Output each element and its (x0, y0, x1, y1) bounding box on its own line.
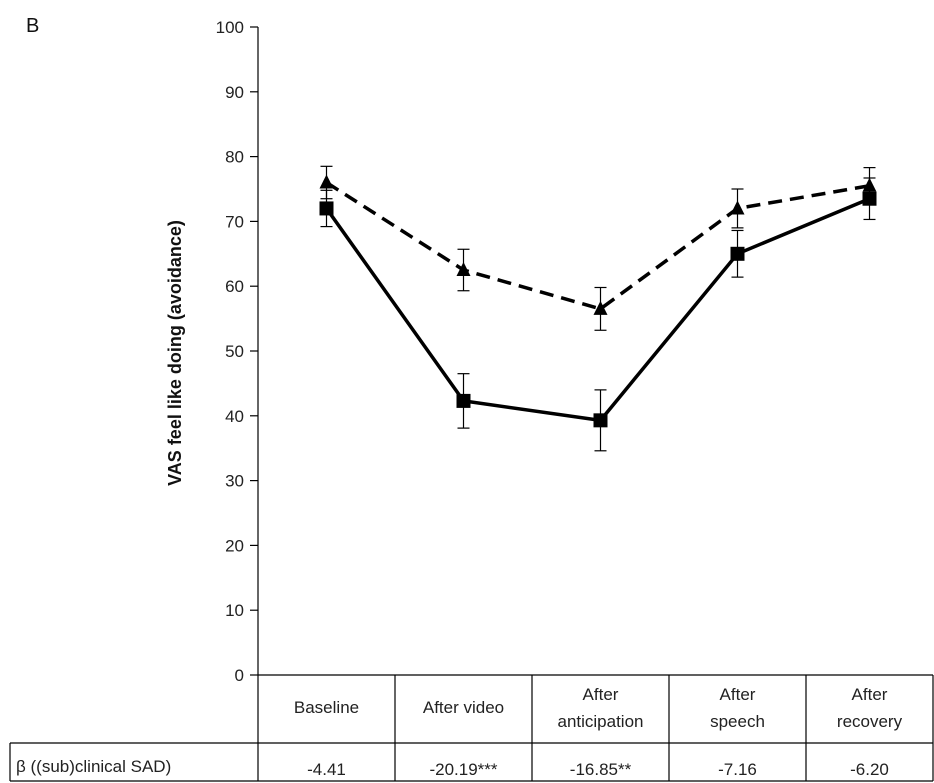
series-layer (319, 165, 877, 452)
y-axis-label: VAS feel like doing (avoidance) (165, 220, 185, 486)
data-point-square (862, 191, 877, 206)
x-category-label: After (852, 685, 888, 704)
beta-row-label: β ((sub)clinical SAD) (16, 757, 171, 776)
series-square (319, 177, 877, 452)
data-point-square (593, 413, 608, 428)
y-tick-label: 20 (225, 536, 244, 555)
beta-value: -16.85** (570, 760, 632, 779)
y-tick-label: 90 (225, 83, 244, 102)
y-tick-label: 0 (235, 666, 244, 685)
beta-value: -7.16 (718, 760, 757, 779)
x-category-label: recovery (837, 712, 903, 731)
beta-value: -20.19*** (429, 760, 497, 779)
x-axis-categories: Baseline After video After anticipation Afte… (294, 685, 903, 731)
data-point-triangle (456, 262, 471, 276)
x-category-label: Baseline (294, 698, 359, 717)
beta-table: β ((sub)clinical SAD) -4.41 -20.19*** -16.8… (9, 674, 934, 782)
beta-value: -6.20 (850, 760, 889, 779)
y-tick-label: 80 (225, 148, 244, 167)
x-category-label: anticipation (557, 712, 643, 731)
data-point-triangle (593, 300, 608, 315)
x-category-label: After (583, 685, 619, 704)
x-category-label: After video (423, 698, 504, 717)
data-point-square (319, 201, 334, 216)
data-point-triangle (319, 174, 334, 189)
y-tick-label: 100 (216, 18, 244, 37)
y-tick-label: 70 (225, 212, 244, 231)
y-tick-label: 50 (225, 342, 244, 361)
y-axis: 0 10 20 30 40 50 60 70 80 90 100 (216, 18, 259, 685)
series-line (325, 181, 870, 311)
beta-value: -4.41 (307, 760, 346, 779)
data-point-square (456, 393, 471, 408)
data-point-triangle (730, 200, 745, 215)
data-point-square (730, 246, 745, 261)
x-category-label: speech (710, 712, 765, 731)
y-tick-label: 60 (225, 277, 244, 296)
x-category-label: After (720, 685, 756, 704)
series-triangle (319, 165, 877, 331)
y-tick-label: 30 (225, 472, 244, 491)
panel-label: B (26, 15, 39, 37)
y-tick-label: 10 (225, 601, 244, 620)
y-tick-label: 40 (225, 407, 244, 426)
